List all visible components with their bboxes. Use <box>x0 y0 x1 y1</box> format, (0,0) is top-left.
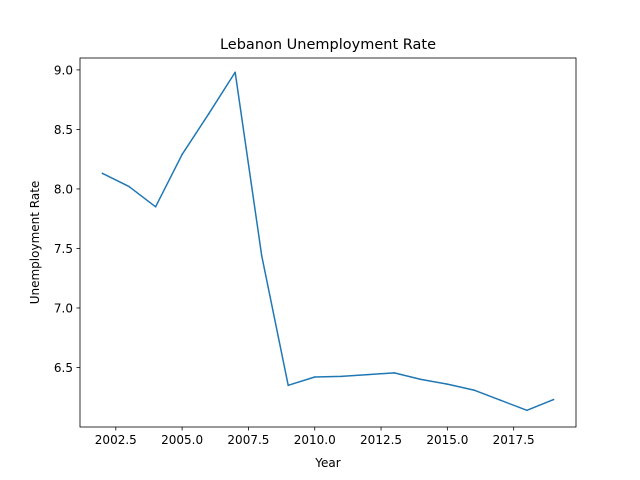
data-point <box>287 384 290 387</box>
x-tick-label: 2002.5 <box>95 433 137 447</box>
x-tick-label: 2005.0 <box>161 433 203 447</box>
data-point <box>313 376 316 378</box>
x-axis-label: Year <box>314 456 340 470</box>
data-point <box>420 378 422 381</box>
plot-frame <box>79 57 577 428</box>
x-tick-label: 2010.0 <box>294 433 336 447</box>
x-tick-label: 2017.5 <box>493 433 535 447</box>
data-point <box>446 383 449 385</box>
data-point <box>260 254 263 257</box>
data-point <box>393 372 396 374</box>
data-point <box>101 172 104 175</box>
series-line <box>101 71 555 412</box>
data-point <box>552 398 555 401</box>
y-tick-label: 8.5 <box>54 123 73 137</box>
data-point <box>473 389 475 391</box>
data-point <box>499 399 502 402</box>
x-tick-label: 2007.5 <box>227 433 269 447</box>
data-point <box>234 71 236 74</box>
data-point <box>366 373 369 376</box>
x-tick-label: 2012.5 <box>360 433 402 447</box>
y-tick-label: 9.0 <box>54 63 73 77</box>
plot-area <box>80 58 576 427</box>
data-point <box>154 205 157 208</box>
data-point <box>128 185 130 188</box>
chart-title: Lebanon Unemployment Rate <box>220 37 436 53</box>
data-point <box>181 153 183 156</box>
y-tick-label: 7.5 <box>54 242 73 256</box>
x-tick-label: 2015.0 <box>426 433 468 447</box>
y-tick-label: 8.0 <box>54 182 73 196</box>
y-axis-label: Unemployment Rate <box>28 181 42 305</box>
y-tick-label: 7.0 <box>54 301 73 315</box>
data-point <box>207 113 210 115</box>
data-point <box>340 375 343 378</box>
axis-ticks: 2002.5 2005.0 2007.5 2010.0 2012.5 2015.0 2017… <box>54 63 535 447</box>
y-tick-label: 6.5 <box>54 361 73 375</box>
series-layer <box>101 71 555 412</box>
data-point <box>526 409 528 412</box>
